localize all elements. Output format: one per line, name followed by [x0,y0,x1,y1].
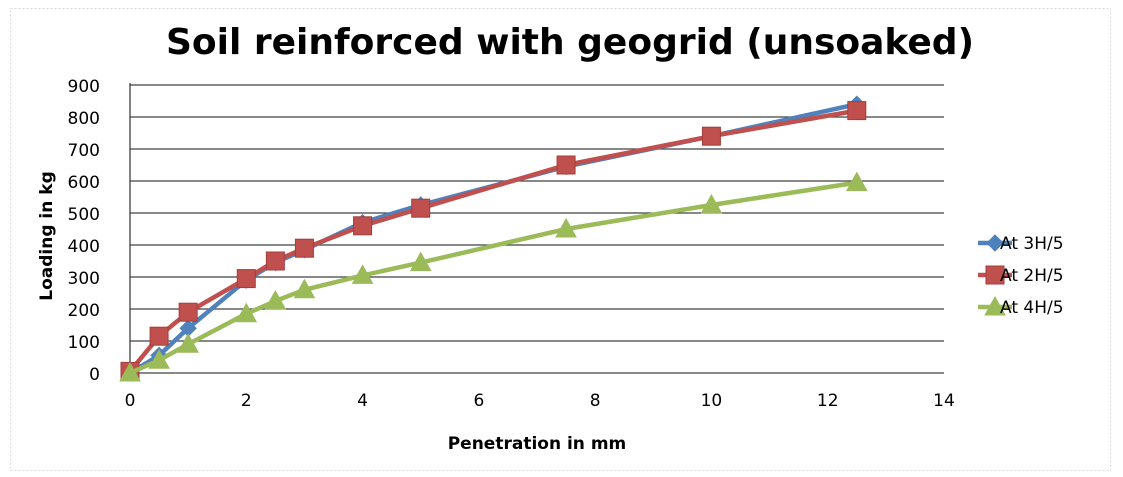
series-group [119,95,868,382]
data-point [235,302,258,323]
y-tick-label: 600 [68,173,100,193]
data-point [556,155,576,175]
y-axis-label: Loading in kg [37,171,57,301]
y-tick-label: 0 [89,365,100,385]
legend: At 3H/5 At 2H/5 At 4H/5 [978,234,1064,318]
y-tick-label: 200 [68,301,100,321]
x-tick-label: 10 [701,391,723,411]
y-tick-label: 800 [68,109,100,129]
data-point [700,193,723,214]
axes [129,83,944,374]
y-tick-label: 100 [68,333,100,353]
data-point [264,289,287,310]
legend-swatch-marker [985,265,1005,285]
data-point [148,349,170,369]
x-tick-label: 14 [933,391,955,411]
legend-swatch-marker [986,234,1004,252]
x-tick-label: 6 [473,391,484,411]
legend-label: At 3H/5 [1000,234,1064,254]
data-point [265,251,285,271]
data-point [555,217,577,238]
x-tick-label: 4 [357,391,368,411]
data-point [294,238,314,258]
data-point [411,198,431,218]
legend-label: At 2H/5 [1000,266,1064,286]
x-tick-label: 0 [125,391,136,411]
chart-title: Soil reinforced with geogrid (unsoaked) [166,22,974,63]
tick-labels: 0 100 200 300 400 500 600 700 800 900 0 2 4 6 8 10 12 14 [68,77,955,411]
x-tick-label: 8 [590,391,601,411]
x-tick-label: 12 [817,391,839,411]
legend-item: At 3H/5 [978,234,1064,254]
data-point [353,216,373,236]
y-tick-label: 300 [68,269,100,289]
data-point [845,171,868,192]
y-tick-label: 700 [68,141,100,161]
data-point [351,264,374,284]
data-point [119,361,141,382]
legend-swatch-marker [984,295,1006,316]
legend-label: At 4H/5 [1000,298,1064,318]
y-tick-label: 500 [68,205,100,225]
data-point [149,326,169,346]
series-3 [119,171,868,382]
data-point [701,126,721,146]
data-point [293,278,316,299]
y-tick-label: 400 [68,237,100,257]
y-tick-label: 900 [68,77,100,97]
data-point [178,302,198,322]
data-point [409,251,432,272]
data-point [236,269,256,289]
x-tick-label: 2 [241,391,252,411]
legend-item: At 4H/5 [978,295,1064,318]
data-point [847,101,867,121]
x-axis-label: Penetration in mm [448,434,627,454]
series-2 [120,101,867,381]
legend-item: At 2H/5 [978,265,1064,286]
data-point [177,333,199,353]
